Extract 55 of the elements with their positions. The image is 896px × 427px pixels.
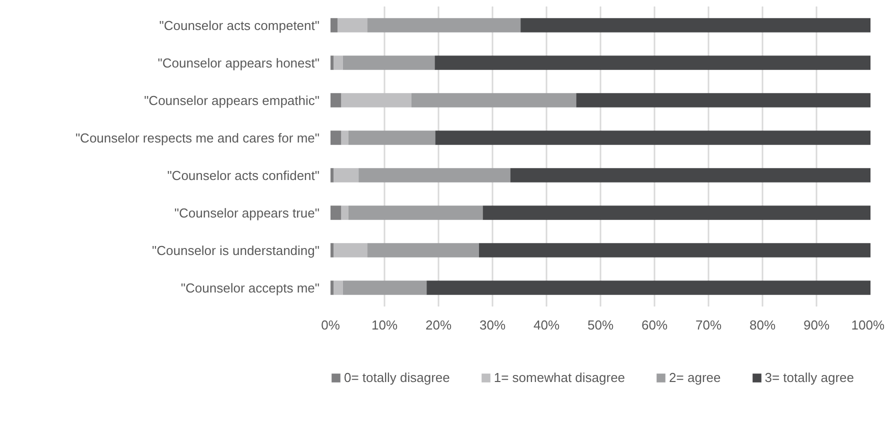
bar <box>358 168 510 182</box>
bar <box>510 168 870 182</box>
bar <box>330 280 334 295</box>
bar <box>348 130 436 145</box>
legend-label: 3= totally agree <box>764 370 854 385</box>
x-tick-label: 50% <box>587 318 614 332</box>
y-tick-label: "Counselor is understanding" <box>152 242 320 258</box>
x-tick-label: 90% <box>803 318 830 332</box>
bar <box>341 206 348 220</box>
x-tick-label: 60% <box>641 318 668 332</box>
bar <box>367 18 521 32</box>
bar <box>341 130 348 145</box>
bar <box>330 130 342 145</box>
y-tick-label: "Counselor acts confident" <box>167 168 320 183</box>
bar <box>330 243 334 258</box>
y-tick-label: "Counselor appears empathic" <box>144 92 320 108</box>
y-tick-label: "Counselor appears honest" <box>158 55 320 70</box>
y-tick-label: "Counselor appears true" <box>174 205 320 220</box>
bar <box>412 93 576 108</box>
bar <box>334 168 359 182</box>
y-tick-label: "Counselor respects me and cares for me" <box>75 130 320 146</box>
bar <box>341 93 412 108</box>
x-tick-label: 30% <box>479 318 506 332</box>
x-tick-label: 100% <box>851 318 885 332</box>
bar <box>330 206 342 220</box>
legend-label: 0= totally disagree <box>344 370 450 385</box>
x-tick-label: 10% <box>371 318 398 332</box>
x-tick-label: 40% <box>533 318 560 332</box>
bar <box>426 280 870 295</box>
bar <box>330 168 334 182</box>
x-tick-label: 80% <box>749 318 776 332</box>
bar <box>479 243 870 258</box>
bar <box>342 56 435 70</box>
bar <box>435 130 870 145</box>
bar <box>334 280 343 295</box>
y-tick-label: "Counselor accepts me" <box>180 280 320 296</box>
bar <box>334 243 368 258</box>
bar <box>334 56 343 70</box>
x-tick-label: 0% <box>321 318 340 332</box>
bar <box>338 18 368 32</box>
bar <box>520 18 870 32</box>
bar <box>576 93 870 108</box>
y-tick-label: "Counselor acts competent" <box>159 18 320 33</box>
bar <box>367 243 479 258</box>
bar <box>330 18 338 32</box>
bar <box>342 280 427 295</box>
legend-label: 2= agree <box>669 370 721 385</box>
bar <box>434 56 870 70</box>
bar <box>330 56 334 70</box>
legend-label: 1= somewhat disagree <box>494 370 626 385</box>
bar <box>330 93 342 108</box>
bar <box>482 206 870 220</box>
x-tick-label: 70% <box>695 318 722 332</box>
bar <box>348 206 483 220</box>
x-tick-label: 20% <box>425 318 452 332</box>
